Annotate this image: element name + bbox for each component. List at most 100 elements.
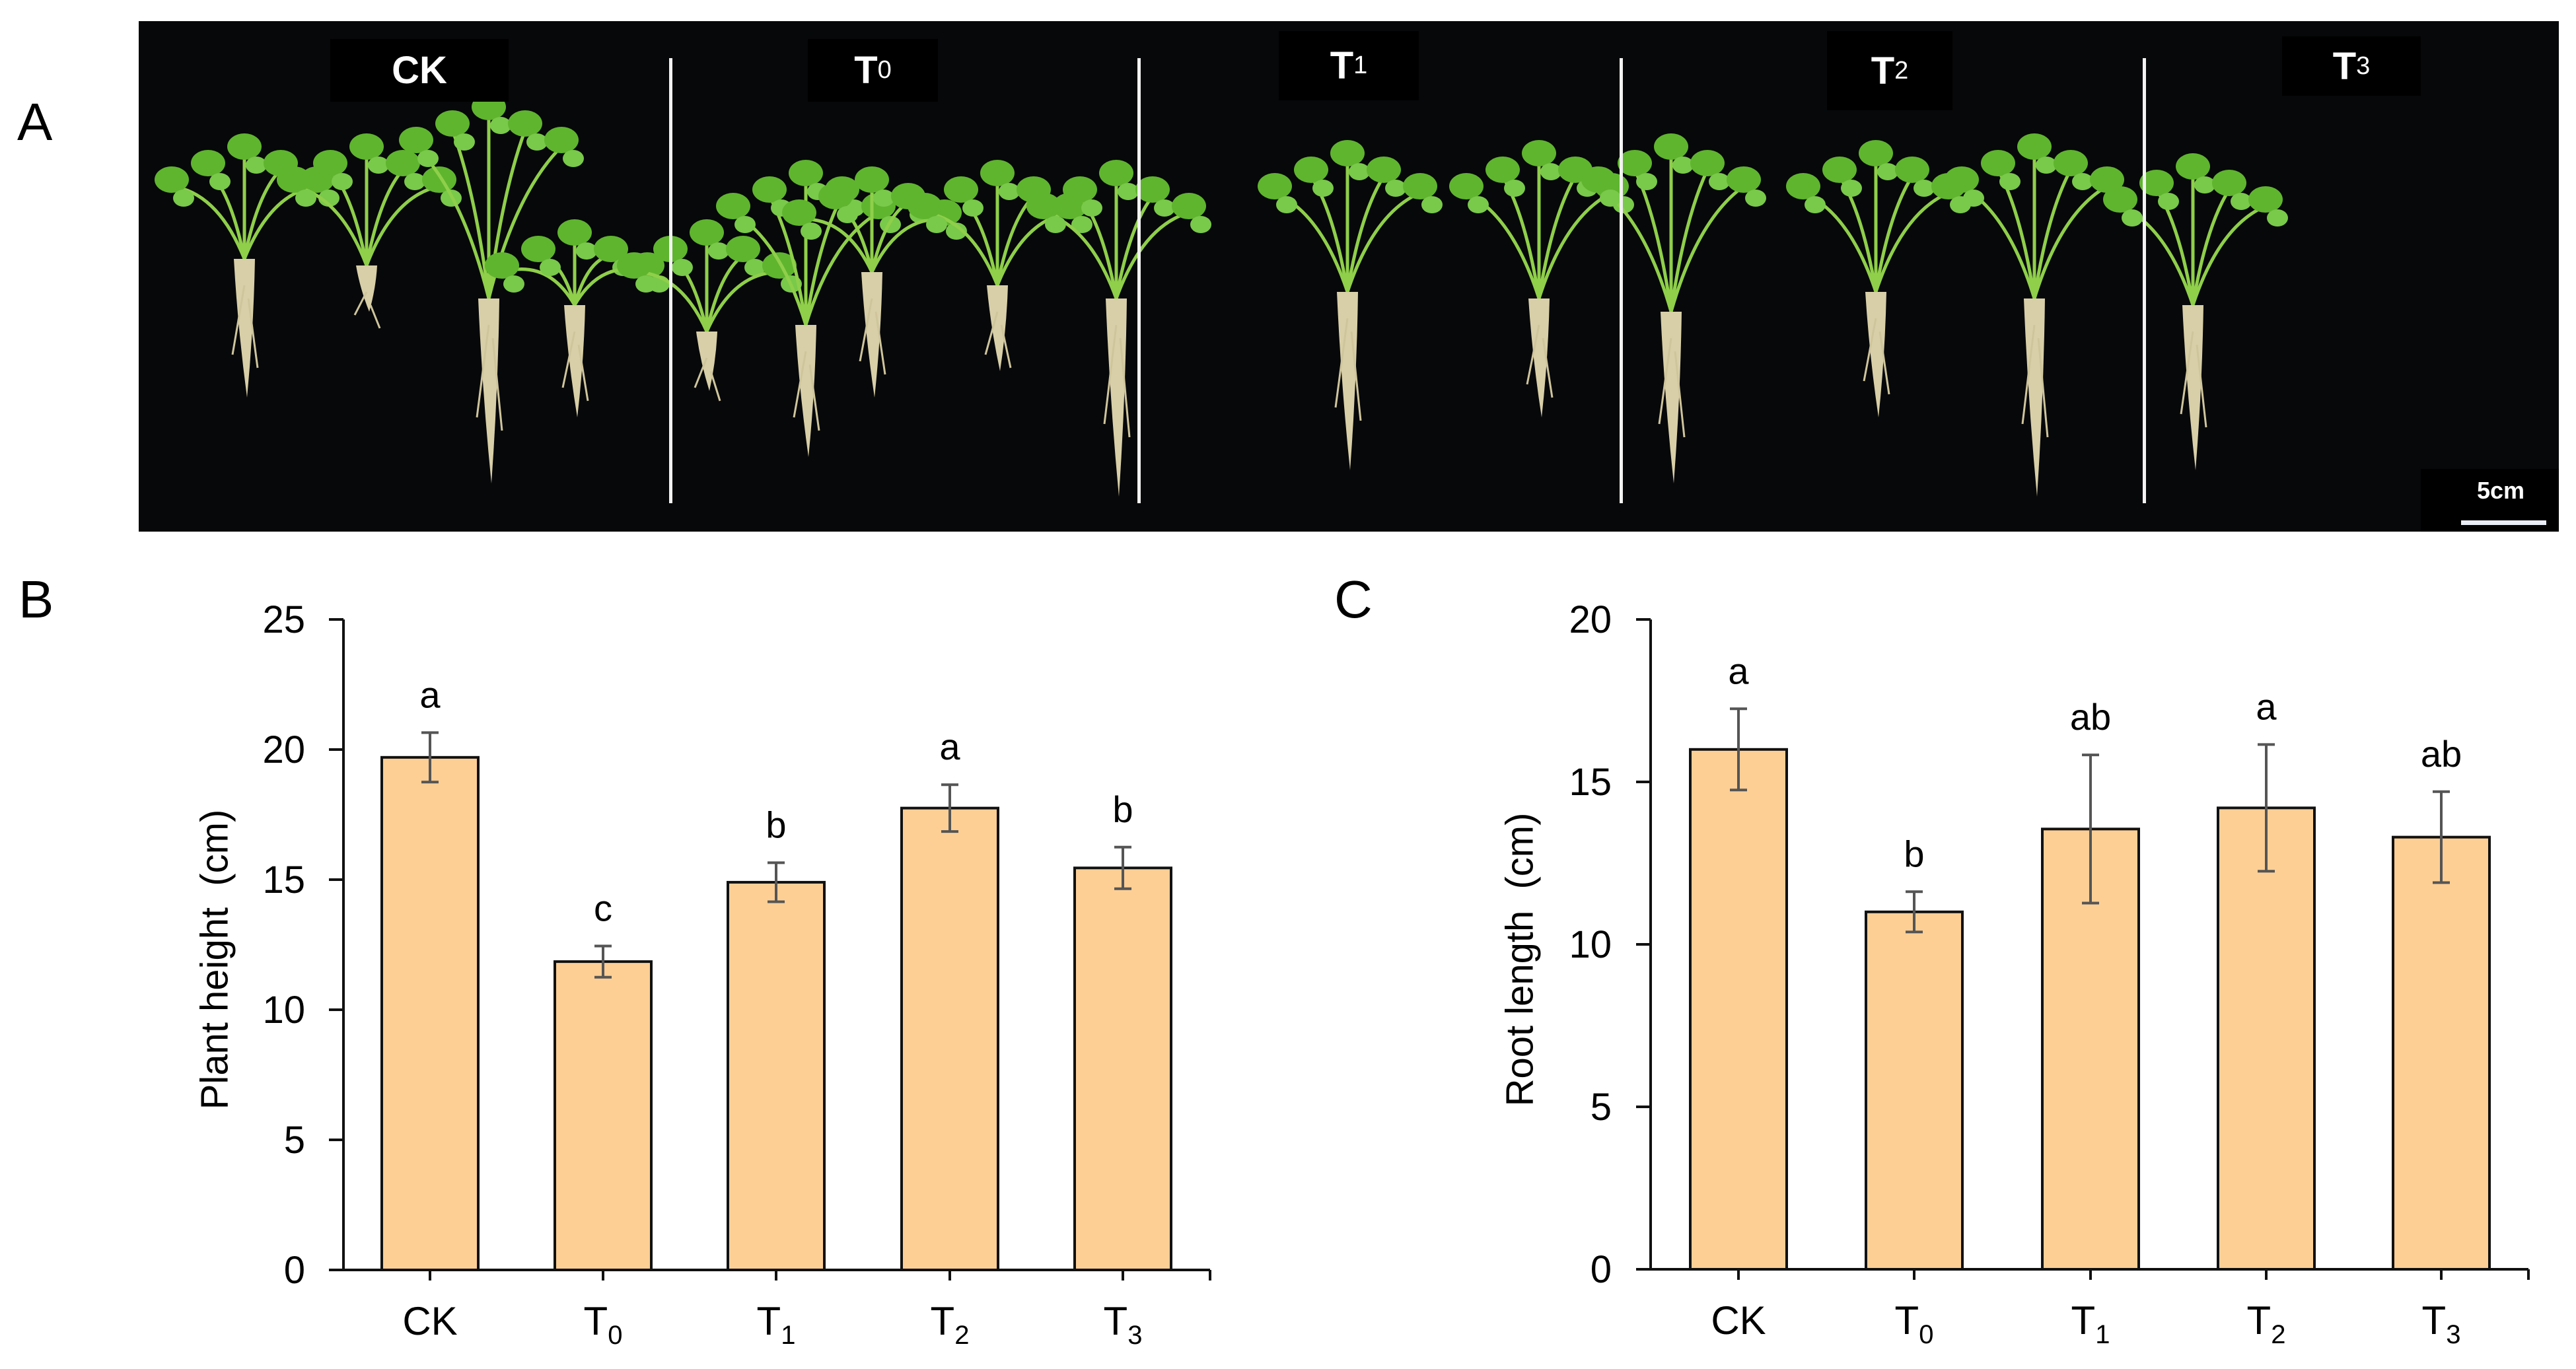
x-tick-label: T2 [931,1299,970,1350]
significance-letter: c [594,887,612,929]
plant-leaf [332,173,353,190]
plant-leaf [1690,150,1725,176]
plant-leaf [1895,157,1929,183]
plant [1945,133,2129,497]
bar [380,755,480,1271]
significance-letter: a [939,726,960,767]
plant-leaf [544,127,579,153]
x-tick-label: CK [402,1299,457,1343]
panel-label-c: C [1334,570,1373,629]
bar [2392,835,2491,1271]
plant-leaf [999,183,1020,200]
plant-leaf [1963,190,1984,207]
plant-leaf [1118,183,1139,200]
plant-leaf [526,133,548,151]
plant-leaf [734,216,756,233]
plant-leaf [277,166,311,193]
plant-root-hair [231,285,259,369]
plant-leaf [782,199,816,226]
plant-root [795,325,816,457]
plant-leaf [962,199,984,217]
plant-leaf [2231,193,2252,210]
plant-leaf [818,183,853,209]
plant-leaf [1745,190,1766,207]
significance-letter: b [1904,833,1924,874]
group-divider [1137,58,1141,503]
plant-leaf [873,190,894,207]
plant-leaf [946,223,967,240]
root-length-chart: 0 5 10 15 20 a CK b T0 ab T1 a T2 ab T3 [1569,598,2530,1349]
plant-leaf [557,219,592,246]
plant-leaf [1822,157,1857,183]
plant-leaf [1081,199,1102,217]
plant-leaf [1045,216,1066,233]
plant [485,219,670,417]
plant [1581,133,1766,483]
plant-leaf [191,150,225,176]
bar [1865,910,1964,1271]
plant-leaf [404,173,425,190]
plant-leaf [1522,140,1556,166]
panel-label-b: B [18,570,54,629]
plant-root-hair [353,291,381,329]
significance-letter: b [766,804,786,845]
plant-stem [1114,211,1190,299]
y-tick-label: 10 [1569,923,1612,966]
plant-leaf [1172,193,1206,219]
plant-leaf [690,219,724,246]
plant-leaf [2248,186,2283,213]
plant-leaf [1403,173,1437,199]
panel-label-a: A [17,92,53,151]
plants-illustration [155,94,2288,497]
y-tick-label: 20 [1569,598,1612,641]
plant-leaf [762,252,797,279]
plant-leaf [576,242,597,260]
plant-stem [1114,195,1154,299]
plant-leaf [635,275,657,293]
plant-leaf [1727,166,1761,193]
bar [554,960,653,1271]
plant-root-hair [1863,318,1890,395]
y-tick-label: 15 [262,859,305,901]
plant-leaf [1618,150,1652,176]
plant-leaf [1485,157,1520,183]
plant-leaf [1914,180,1935,197]
significance-letter: a [1728,650,1749,691]
plant-stem [2032,168,2073,299]
plant-leaf [2054,150,2088,176]
plant-stem [2032,184,2108,299]
plant-leaf [1654,133,1688,160]
plant [1258,140,1443,470]
group-label-ck: CK [330,39,509,102]
bar [2217,806,2316,1271]
plant [1786,140,1971,417]
x-tick-label: T1 [2071,1298,2110,1349]
plant-root-hair [1103,324,1131,438]
plant-leaf [752,176,787,203]
plant-leaf [1786,173,1820,199]
plant-leaf [716,193,750,219]
plant-root-hair [694,357,721,402]
plant-stem [1874,175,1914,293]
plant-root-hair [793,351,820,431]
plant-stem [2191,204,2266,306]
plant-leaf [1385,180,1406,197]
plant-leaf [908,193,942,219]
bar [900,806,999,1271]
significance-letter: a [2256,685,2277,727]
plant-leaf [1709,173,1730,190]
plant-leaf [2176,153,2210,180]
plant-leaf [417,150,439,167]
plant [2103,153,2288,470]
plant-root-hair [476,324,503,431]
plant-leaf [563,150,584,167]
plant-root [2182,305,2203,470]
plant-root-hair [1526,324,1554,398]
plant-leaf [1071,216,1092,233]
group-divider [669,58,672,503]
plant-leaf [1540,163,1561,180]
plant-leaf [313,150,347,176]
plant-leaf [349,133,384,160]
